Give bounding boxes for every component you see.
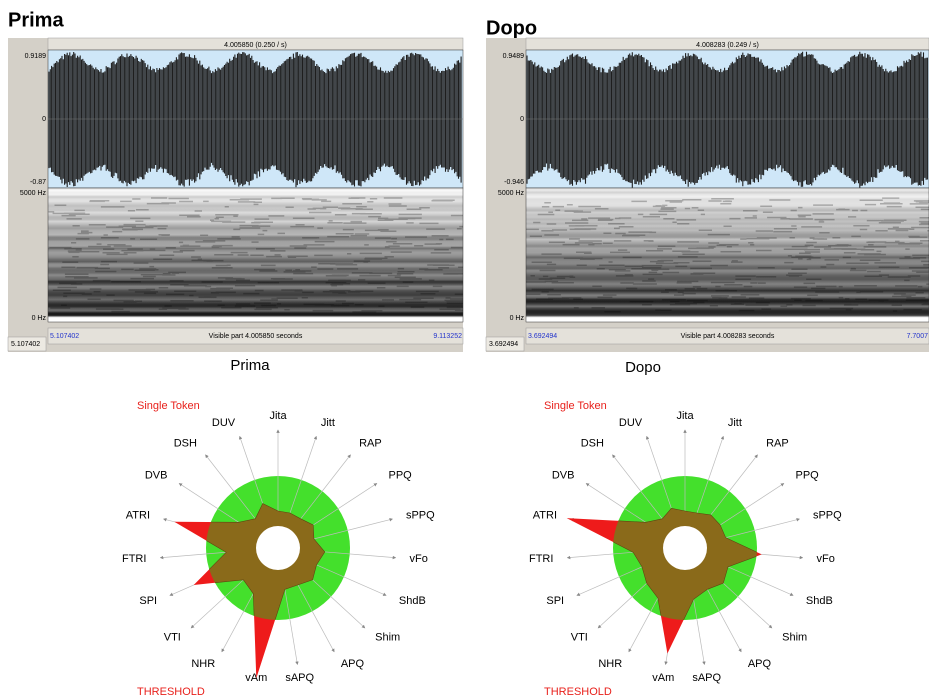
axis-label: Shim [375,631,400,643]
freq-min: 0 Hz [510,315,525,322]
freq-min: 0 Hz [32,315,47,322]
amp-max: 0.9489 [503,53,525,60]
axis-label: DSH [581,438,604,450]
axis-label: RAP [359,438,382,450]
axis-label: DSH [174,438,197,450]
axis-label: Jitt [321,417,335,429]
axis-label: sAPQ [285,672,314,684]
radar-hole [256,526,300,570]
amp-min: -0.87 [30,179,46,186]
axis-label: Jita [269,410,287,422]
note-top: Single Token [544,400,607,412]
page: Prima 4.005850 (0.250 / s) 0.9189 0 -0.87 500… [0,0,929,697]
axis-label: NHR [598,658,622,670]
axis-label: FTRI [529,553,553,565]
axis-label: vAm [652,672,674,684]
note-bottom: THRESHOLD [544,686,612,697]
caption: Dopo [625,359,661,376]
axis-label: DVB [552,470,575,482]
freq-max: 5000 Hz [20,190,47,197]
radar-hole [663,526,707,570]
note-bottom: THRESHOLD [137,686,205,697]
axis-label: NHR [191,658,215,670]
axis-label: Jita [676,410,694,422]
axis-label: vFo [817,553,835,565]
axis-label: ShdB [399,595,426,607]
axis-label: ShdB [806,595,833,607]
axis-label: VTI [571,631,588,643]
axis-label: ATRI [533,510,557,522]
axis-label: Jitt [728,417,742,429]
axis-label: SPI [139,595,157,607]
axis-label: APQ [341,658,365,670]
visible-part: Visible part 4.008283 seconds [681,333,775,340]
corner-time: 3.692494 [489,341,518,348]
visible-part: Visible part 4.005850 seconds [209,333,303,340]
amp-zero: 0 [42,116,46,123]
axis-label: FTRI [122,553,146,565]
panel-title: Prima [8,9,64,31]
axis-label: VTI [164,631,181,643]
axis-label: DUV [212,417,236,429]
axis-label: sAPQ [692,672,721,684]
axis-label: PPQ [796,470,820,482]
axis-label: RAP [766,438,789,450]
axis-label: sPPQ [813,510,842,522]
axis-label: APQ [748,658,772,670]
window-start: 3.692494 [528,333,557,340]
freq-max: 5000 Hz [498,190,525,197]
axis-label: SPI [546,595,564,607]
caption: Prima [230,357,270,374]
axis-label: sPPQ [406,510,435,522]
axis-label: ATRI [126,510,150,522]
amp-min: -0.946 [504,179,524,186]
amp-zero: 0 [520,116,524,123]
axis-label: vFo [410,553,428,565]
amp-max: 0.9189 [25,53,47,60]
selection-duration: 4.008283 (0.249 / s) [696,42,759,49]
axis-label: DUV [619,417,643,429]
panel-title: Dopo [486,17,537,39]
note-top: Single Token [137,400,200,412]
axis-label: PPQ [389,470,413,482]
selection-duration: 4.005850 (0.250 / s) [224,42,287,49]
corner-time: 5.107402 [11,341,40,348]
axis-label: DVB [145,470,168,482]
axis-label: Shim [782,631,807,643]
window-start: 5.107402 [50,333,79,340]
window-end: 7.7007 [907,333,929,340]
window-end: 9.113252 [433,333,462,340]
